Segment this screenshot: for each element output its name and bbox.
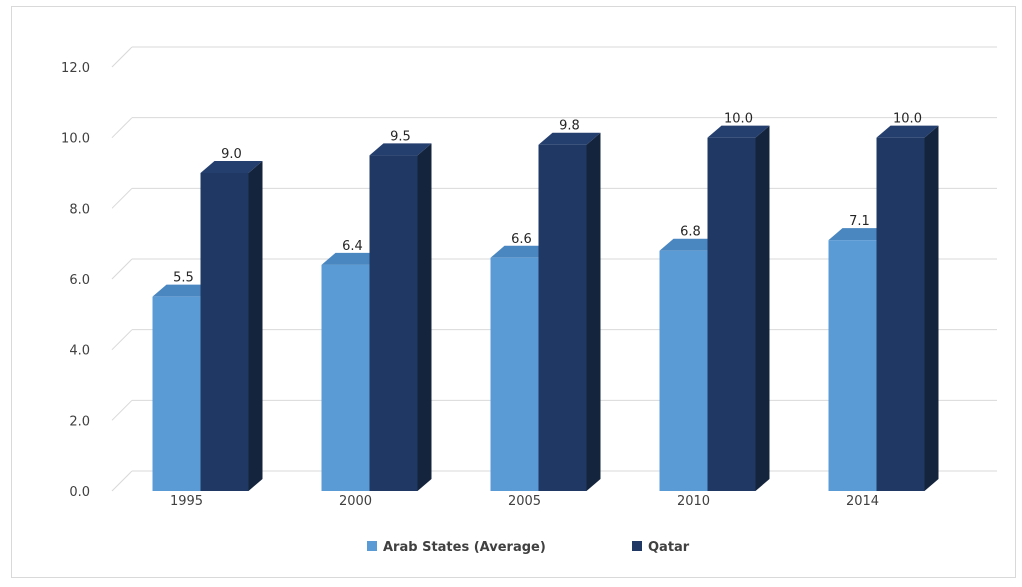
gridline-depth	[111, 258, 133, 280]
bar-side	[755, 125, 770, 492]
data-label: 6.8	[680, 225, 701, 240]
bar-top	[321, 252, 384, 265]
bar-side	[924, 125, 939, 492]
bar-front	[876, 137, 925, 491]
bar-front	[659, 250, 708, 491]
gridline-depth	[111, 117, 133, 139]
bar-top	[369, 143, 432, 156]
y-axis-ticks: 0.0 2.0 4.0 6.0 8.0 10.0 12.0	[61, 61, 90, 500]
legend-label: Arab States (Average)	[383, 540, 546, 555]
bar-top	[200, 161, 263, 173]
y-tick-label: 0.0	[69, 485, 90, 500]
bar-front	[152, 296, 201, 491]
legend-label: Qatar	[648, 540, 690, 555]
bar: 9.8	[538, 119, 601, 491]
x-axis-ticks: 1995 2000 2005 2010 2014	[170, 494, 879, 509]
bar-top	[659, 238, 722, 251]
y-tick-label: 8.0	[69, 202, 90, 217]
bar: 10.0	[707, 112, 770, 492]
data-label: 10.0	[724, 112, 753, 127]
legend-item: Arab States (Average)	[367, 540, 546, 555]
bar: 10.0	[876, 112, 939, 492]
x-tick-label: 2014	[846, 494, 879, 509]
y-tick-label: 6.0	[69, 273, 90, 288]
bar: 9.0	[200, 147, 263, 491]
bar-side	[417, 143, 432, 492]
gridline-depth	[111, 329, 133, 351]
data-label: 9.0	[221, 147, 242, 162]
chart-area: 0.0 2.0 4.0 6.0 8.0 10.0 12.0 5.5 9.0 6.4 9.5 6.6 9…	[11, 6, 1016, 578]
bar-front	[200, 173, 249, 491]
data-label: 6.6	[511, 232, 532, 247]
gridline-depth	[111, 187, 133, 209]
data-label: 6.4	[342, 239, 363, 254]
x-tick-label: 2000	[339, 494, 372, 509]
bar-side	[586, 132, 601, 491]
bar-top	[707, 125, 770, 138]
bar-side	[248, 161, 263, 491]
x-tick-label: 2005	[508, 494, 541, 509]
bar-top	[828, 228, 891, 241]
y-tick-label: 2.0	[69, 414, 90, 429]
data-label: 7.1	[849, 214, 870, 229]
x-tick-label: 2010	[677, 494, 710, 509]
bars: 5.5 9.0 6.4 9.5 6.6 9.8 6.8 10.0 7.1 10.0	[152, 112, 939, 492]
bar-top	[538, 132, 601, 145]
gridline-depth	[111, 46, 133, 68]
y-tick-label: 12.0	[61, 61, 90, 76]
data-label: 9.5	[390, 129, 411, 144]
bar-front	[490, 257, 539, 491]
legend: Arab States (Average) Qatar	[367, 540, 690, 555]
data-label: 5.5	[173, 271, 194, 286]
bar-front	[369, 155, 418, 492]
bar-top	[152, 284, 215, 297]
bar-top	[490, 245, 553, 258]
data-label: 9.8	[559, 119, 580, 134]
bar-front	[538, 144, 587, 491]
bar-front	[321, 264, 370, 491]
data-label: 10.0	[893, 112, 922, 127]
gridline-depth	[111, 470, 133, 492]
bar: 9.5	[369, 129, 432, 492]
bar-top	[876, 125, 939, 138]
legend-swatch	[367, 541, 377, 551]
y-tick-label: 4.0	[69, 344, 90, 359]
legend-item: Qatar	[632, 540, 690, 555]
bar-front	[707, 137, 756, 491]
y-tick-label: 10.0	[61, 132, 90, 147]
bar-chart: 0.0 2.0 4.0 6.0 8.0 10.0 12.0 5.5 9.0 6.4 9.5 6.6 9…	[61, 46, 997, 555]
x-tick-label: 1995	[170, 494, 203, 509]
legend-swatch	[632, 541, 642, 551]
bar-front	[828, 240, 877, 491]
gridline-depth	[111, 399, 133, 421]
